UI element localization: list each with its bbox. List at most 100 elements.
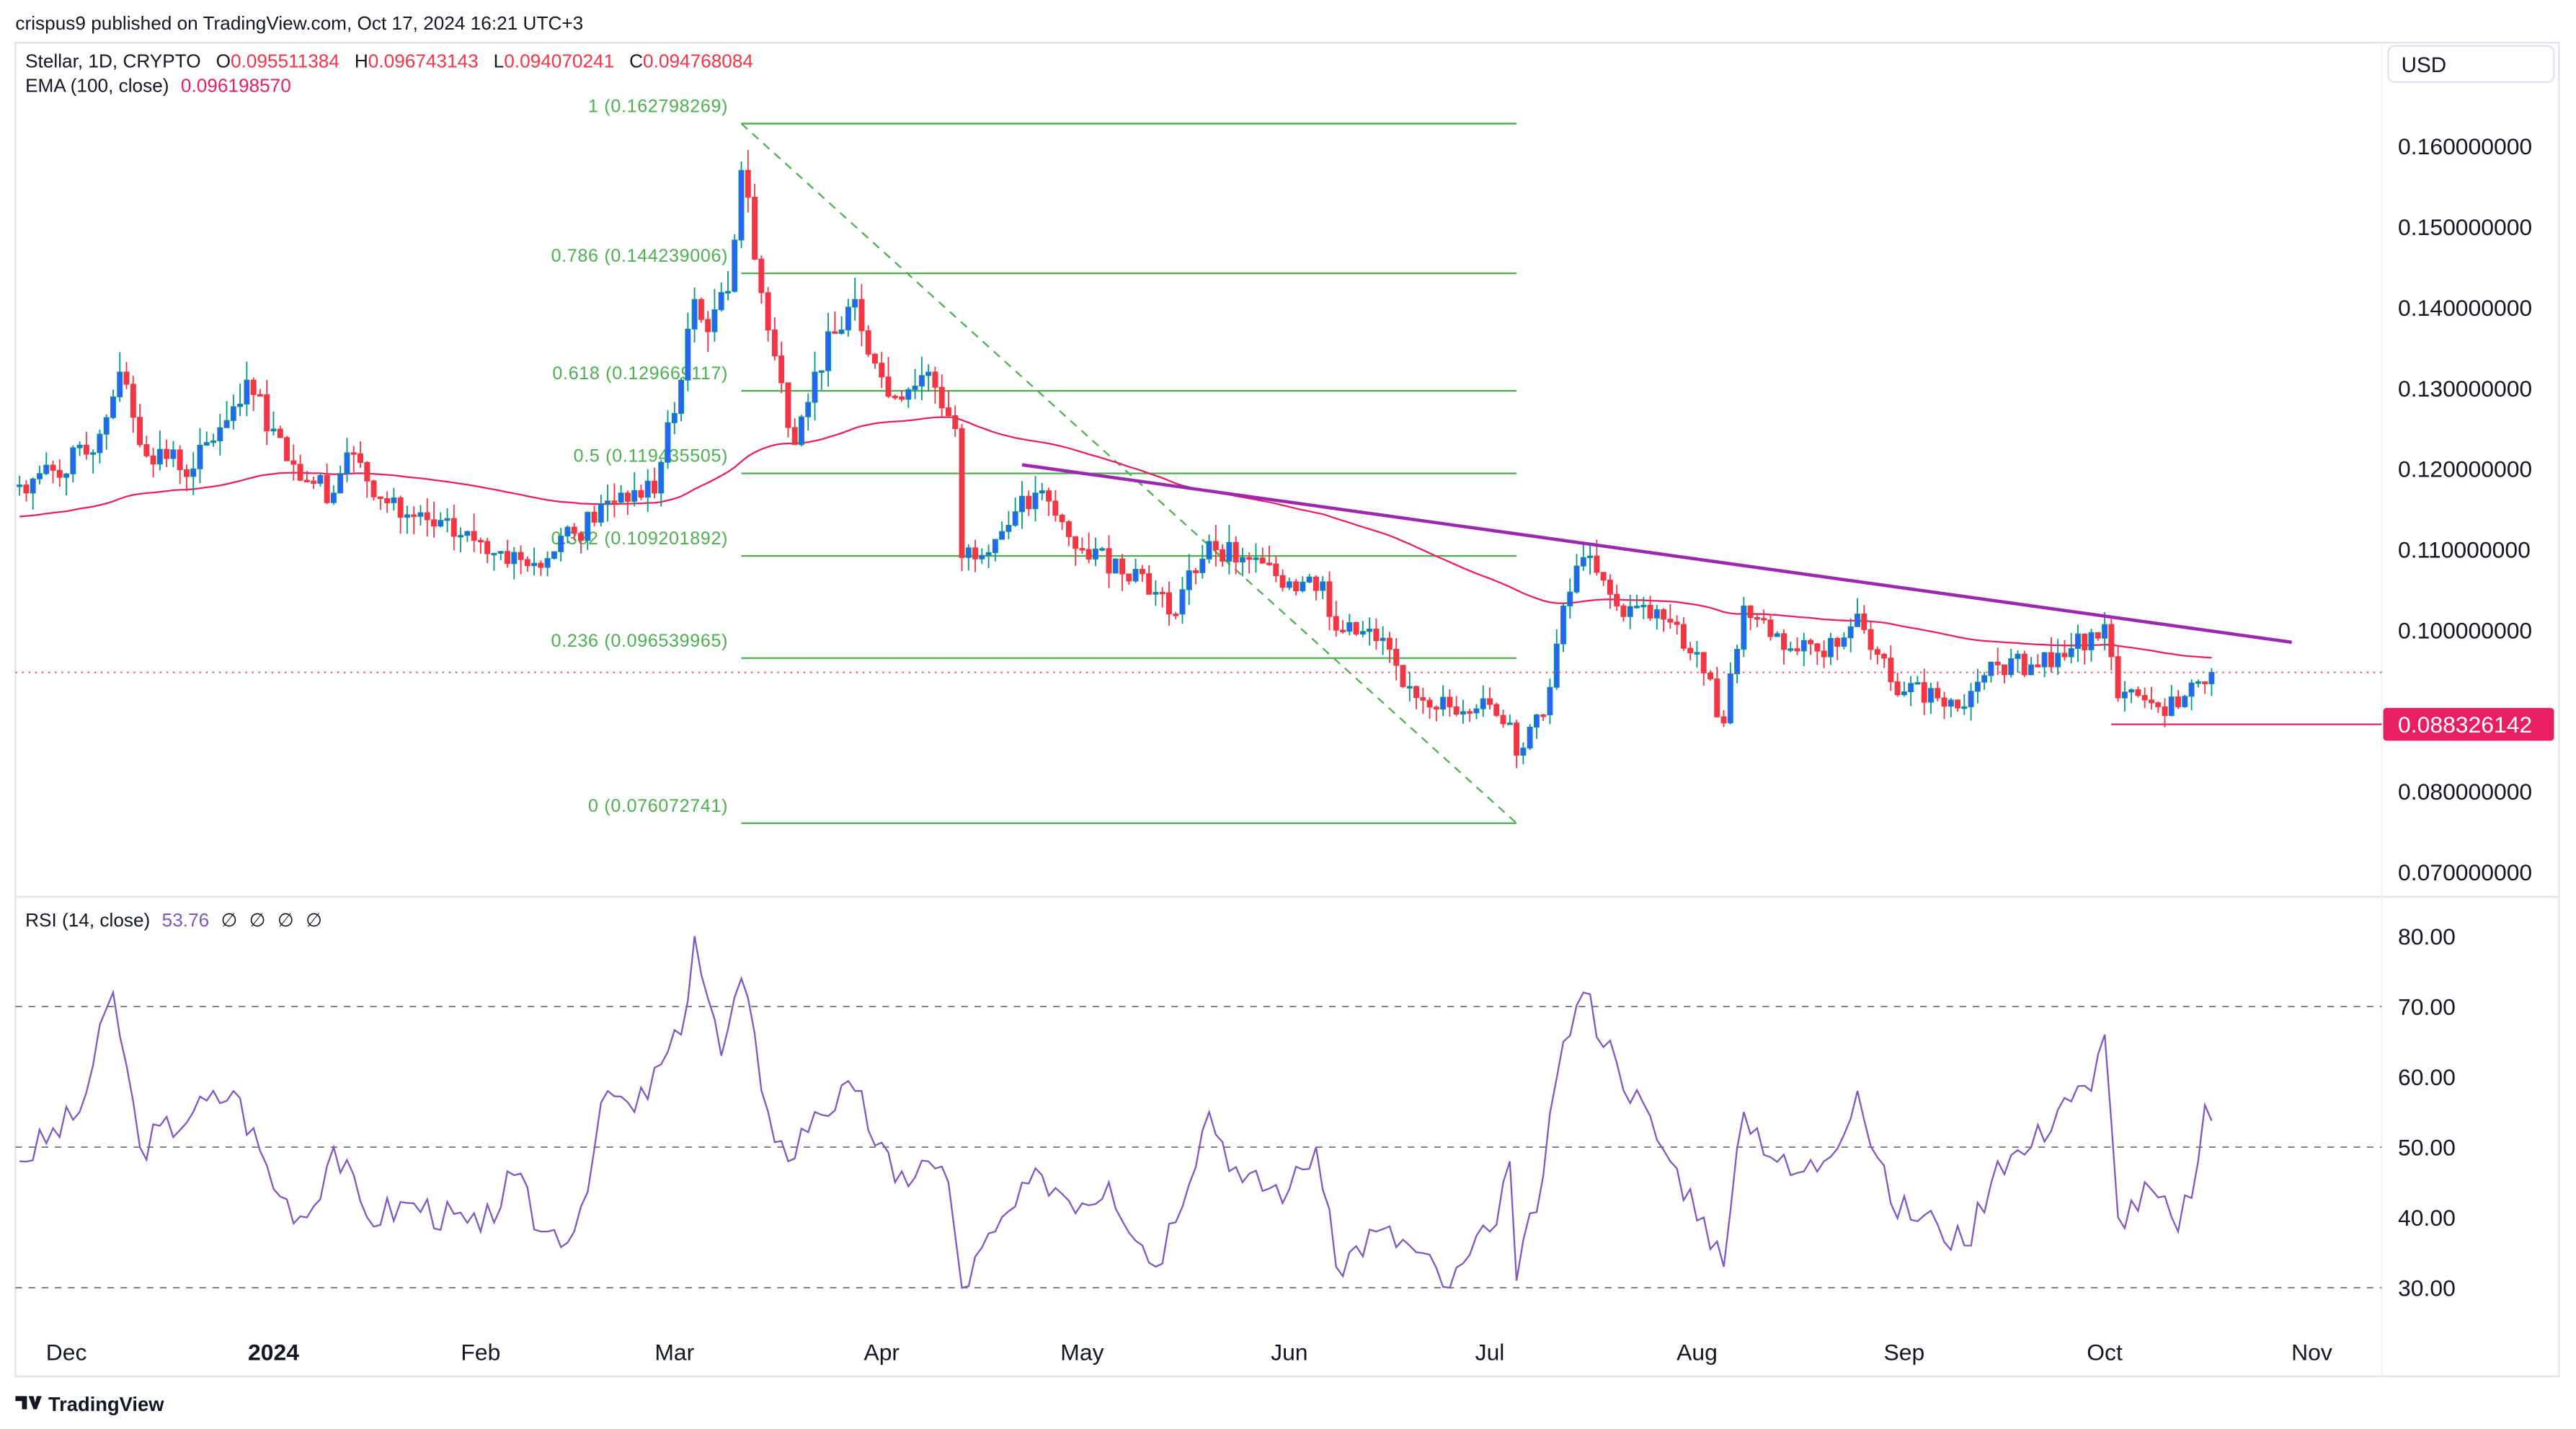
candle-down [1266, 562, 1273, 565]
candle-down [945, 407, 951, 417]
candle-up [438, 520, 444, 527]
candle-down [1514, 722, 1520, 756]
candle-down [1888, 658, 1894, 683]
candle-down [1400, 665, 1406, 687]
price-tick-label: 0.140000000 [2398, 295, 2532, 321]
candle-down [1767, 619, 1774, 637]
rsi-extra: ∅ [249, 909, 266, 931]
candle-down [591, 511, 598, 523]
candle-up [404, 514, 410, 518]
candle-down [865, 330, 871, 355]
currency-button[interactable] [2387, 45, 2555, 84]
candle-down [1173, 614, 1179, 616]
price-tick-label: 0.130000000 [2398, 376, 2532, 402]
drawings[interactable]: 0.088326142 [15, 463, 2554, 741]
candle-down [1661, 609, 1667, 620]
candle-down [785, 382, 791, 428]
candle-up [2015, 653, 2021, 660]
support-price-badge [2383, 707, 2554, 741]
candle-down [1026, 495, 1032, 510]
candle-down [1808, 640, 1814, 645]
candle-up [845, 306, 851, 331]
candle-up [2128, 689, 2135, 693]
candle-up [1520, 748, 1527, 756]
candle-down [1700, 652, 1707, 673]
candle-up [925, 371, 932, 376]
candle-down [2155, 702, 2162, 707]
candle-down [959, 428, 965, 558]
low-label: L [494, 50, 505, 71]
price-tick-label: 0.100000000 [2398, 617, 2532, 643]
candle-up [1854, 614, 1860, 627]
candle-down [1106, 548, 1112, 574]
candle-down [2061, 652, 2068, 658]
candle-down [1447, 696, 1453, 707]
candle-down [1814, 643, 1821, 652]
candle-up [1741, 605, 1747, 650]
rsi-value: 53.76 [162, 909, 210, 931]
candle-up [1005, 525, 1012, 532]
fib-level-label: 0.5 (0.119435505) [574, 446, 728, 466]
candle-up [317, 474, 324, 484]
candle-up [2041, 652, 2048, 668]
candle-down [1894, 681, 1901, 696]
candle-down [1935, 688, 1941, 699]
candle-down [879, 363, 885, 378]
candle-up [156, 448, 163, 465]
candle-down [2175, 696, 2182, 707]
candle-up [1573, 565, 1580, 593]
candle-down [698, 298, 704, 320]
candle-down [264, 394, 270, 432]
candle-up [605, 500, 611, 505]
candle-up [190, 468, 197, 477]
candle-up [798, 416, 804, 446]
candle-down [1139, 569, 1145, 575]
candle-up [2008, 658, 2015, 676]
fibonacci-retracement[interactable]: 1 (0.162798269) 0.786 (0.144239006) 0.618 … [551, 97, 1517, 824]
candle-down [638, 490, 644, 498]
time-tick-label: Aug [1676, 1339, 1718, 1365]
candle-up [1239, 557, 1245, 563]
candle-up [732, 239, 738, 292]
axes: 0.160000000 0.150000000 0.140000000 0.13000… [46, 133, 2532, 1365]
candle-down [1393, 648, 1400, 666]
candle-down [1674, 621, 1680, 625]
candle-down [1453, 706, 1460, 714]
candle-down [2001, 664, 2007, 676]
candle-up [1968, 691, 1974, 707]
candle-down [624, 492, 631, 502]
candle-down [1246, 557, 1253, 560]
candle-down [397, 497, 404, 518]
candle-up [1206, 541, 1212, 559]
candle-down [1046, 490, 1052, 502]
candlestick-series [17, 149, 2215, 769]
rsi-label: RSI (14, close) [25, 909, 150, 931]
candle-up [2188, 682, 2195, 697]
candle-up [618, 492, 624, 503]
candle-up [1306, 576, 1313, 583]
candle-down [538, 562, 544, 568]
candle-up [1506, 722, 1513, 725]
candle-down [1487, 698, 1493, 705]
candle-down [1273, 563, 1279, 576]
candle-down [130, 384, 136, 418]
tradingview-logo[interactable]: TradingView [15, 1393, 164, 1415]
candle-up [1974, 681, 1981, 692]
candle-up [1841, 637, 1847, 647]
candle-down [1874, 649, 1880, 655]
candle-down [424, 512, 430, 521]
candle-down [1326, 581, 1333, 617]
candle-up [1253, 557, 1259, 560]
candle-down [1707, 672, 1713, 680]
candle-up [330, 492, 337, 503]
candle-down [791, 427, 798, 446]
candle-up [244, 379, 250, 405]
candle-up [711, 309, 718, 332]
candle-up [838, 329, 845, 335]
candle-up [203, 442, 210, 446]
candle-up [1800, 640, 1807, 652]
candle-up [1226, 541, 1233, 562]
candle-up [210, 440, 217, 443]
